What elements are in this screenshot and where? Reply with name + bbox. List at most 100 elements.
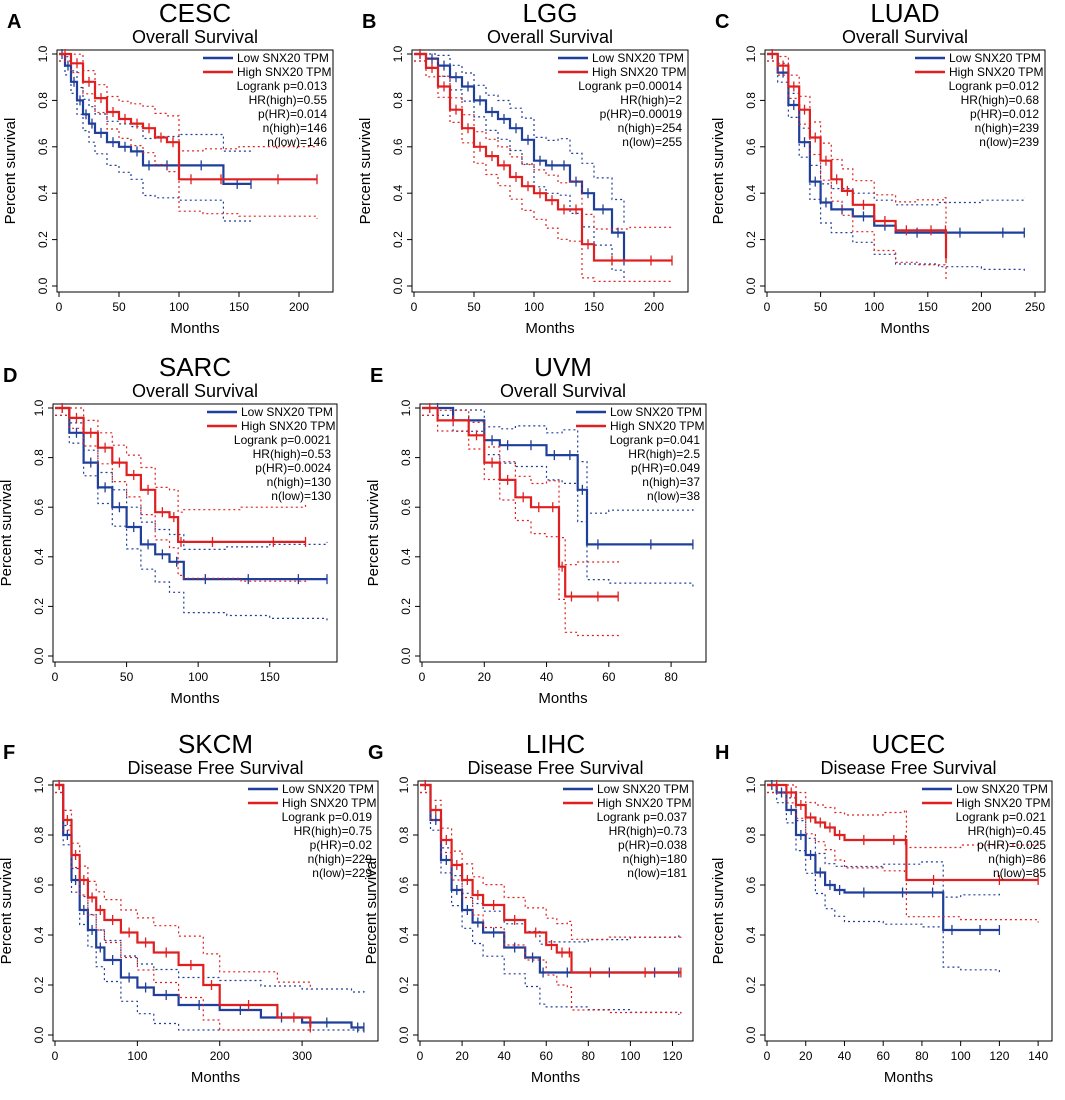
x-axis-label: Months (191, 1069, 240, 1086)
y-tick-label: 0.2 (32, 976, 46, 993)
low-survival-curve (767, 783, 1000, 932)
x-tick-label: 250 (1025, 300, 1045, 314)
x-tick-label: 0 (411, 300, 418, 314)
y-axis-label: Percent survival (710, 858, 727, 965)
panel-title: SARC (159, 352, 231, 382)
legend-high-label: High SNX20 TPM (241, 419, 335, 433)
legend-stat: p(HR)=0.012 (970, 107, 1039, 121)
legend-low-label: Low SNX20 TPM (592, 51, 684, 65)
y-axis-label: Percent survival (363, 858, 380, 965)
y-tick-label: 0.6 (32, 876, 46, 893)
plot-frame (411, 49, 689, 293)
legend-stat: p(HR)=0.00019 (600, 107, 683, 121)
y-axis-label: Percent survival (365, 480, 382, 587)
y-tick-label: 0.6 (399, 499, 413, 516)
y-tick-label: 0.6 (32, 499, 46, 516)
legend-stat: n(low)=181 (627, 866, 687, 880)
x-tick-label: 100 (620, 1049, 640, 1063)
x-tick-label: 150 (918, 300, 938, 314)
y-axis-label: Percent survival (2, 118, 19, 225)
panel-title: UCEC (872, 729, 946, 759)
y-tick-label: 1.0 (32, 399, 46, 416)
high-upper-ci (420, 784, 682, 940)
y-axis-label: Percent survival (710, 118, 727, 225)
legend-stat: HR(high)=0.75 (294, 824, 373, 838)
high-survival-curve (767, 52, 948, 259)
high-lower-ci (59, 60, 318, 219)
y-tick-label: 0.4 (36, 185, 50, 202)
y-tick-label: 0.4 (391, 185, 405, 202)
y-tick-label: 0.0 (397, 1026, 411, 1043)
legend-stat: Logrank p=0.00014 (578, 79, 682, 93)
legend-stat: HR(high)=2.5 (628, 447, 700, 461)
x-axis-label: Months (538, 690, 587, 707)
y-tick-label: 0.8 (391, 92, 405, 109)
x-tick-label: 100 (864, 300, 884, 314)
x-tick-label: 80 (915, 1049, 929, 1063)
high-lower-ci (55, 414, 307, 585)
legend-stat: n(high)=37 (642, 475, 700, 489)
legend-high-label: High SNX20 TPM (949, 65, 1043, 79)
y-tick-label: 0.2 (391, 231, 405, 248)
high-upper-ci (414, 53, 673, 230)
legend-low-label: Low SNX20 TPM (610, 405, 702, 419)
plot-frame (52, 403, 338, 663)
low-survival-curve (59, 52, 251, 185)
x-tick-label: 60 (540, 1049, 554, 1063)
panel-letter: H (715, 742, 729, 764)
low-lower-ci (55, 791, 364, 1031)
legend-stat: p(HR)=0.014 (258, 107, 327, 121)
legend-stat: Logrank p=0.021 (956, 810, 1047, 824)
plot-frame (417, 780, 694, 1042)
legend-stat: Logrank p=0.0021 (234, 433, 331, 447)
legend-stat: n(high)=86 (988, 852, 1046, 866)
y-tick-label: 0.0 (399, 647, 413, 664)
legend-stat: n(high)=180 (623, 852, 688, 866)
panel-subtitle: Overall Survival (132, 381, 258, 401)
x-tick-label: 50 (120, 670, 134, 684)
legend-stat: n(low)=255 (622, 135, 682, 149)
high-upper-ci (767, 53, 947, 224)
legend-stat: n(high)=239 (975, 121, 1040, 135)
y-tick-label: 0.4 (399, 548, 413, 565)
legend-stat: n(low)=146 (267, 135, 327, 149)
legend-high-label: High SNX20 TPM (592, 65, 686, 79)
panel-title: LIHC (526, 729, 585, 759)
panel-subtitle: Overall Survival (132, 27, 258, 47)
legend-stat: HR(high)=0.73 (609, 824, 688, 838)
x-axis-label: Months (170, 320, 219, 337)
legend-stat: Logrank p=0.013 (237, 79, 328, 93)
high-survival-curve (59, 52, 317, 181)
x-tick-label: 100 (524, 300, 544, 314)
x-axis-label: Months (884, 1069, 933, 1086)
y-tick-label: 0.2 (744, 231, 758, 248)
x-tick-label: 20 (799, 1049, 813, 1063)
legend-low-label: Low SNX20 TPM (282, 782, 374, 796)
y-tick-label: 0.6 (36, 138, 50, 155)
legend-stat: n(low)=130 (271, 489, 331, 503)
y-tick-label: 0.4 (32, 548, 46, 565)
x-tick-label: 150 (260, 670, 280, 684)
x-tick-label: 150 (584, 300, 604, 314)
y-tick-label: 0.6 (391, 138, 405, 155)
legend-stat: HR(high)=2 (620, 93, 682, 107)
y-tick-label: 1.0 (744, 776, 758, 793)
panel-title: SKCM (178, 729, 253, 759)
y-axis-label: Percent survival (357, 118, 374, 225)
y-tick-label: 0.8 (744, 826, 758, 843)
legend-low-label: Low SNX20 TPM (237, 51, 329, 65)
x-tick-label: 200 (210, 1049, 230, 1063)
legend-stat: Logrank p=0.019 (282, 810, 373, 824)
x-axis-label: Months (880, 320, 929, 337)
legend-stat: p(HR)=0.0024 (255, 461, 331, 475)
y-tick-label: 0.6 (397, 876, 411, 893)
x-tick-label: 140 (1028, 1049, 1048, 1063)
y-tick-label: 0.2 (744, 976, 758, 993)
x-tick-label: 0 (764, 300, 771, 314)
plot-frame (52, 780, 379, 1042)
x-axis-label: Months (170, 690, 219, 707)
x-tick-label: 100 (188, 670, 208, 684)
